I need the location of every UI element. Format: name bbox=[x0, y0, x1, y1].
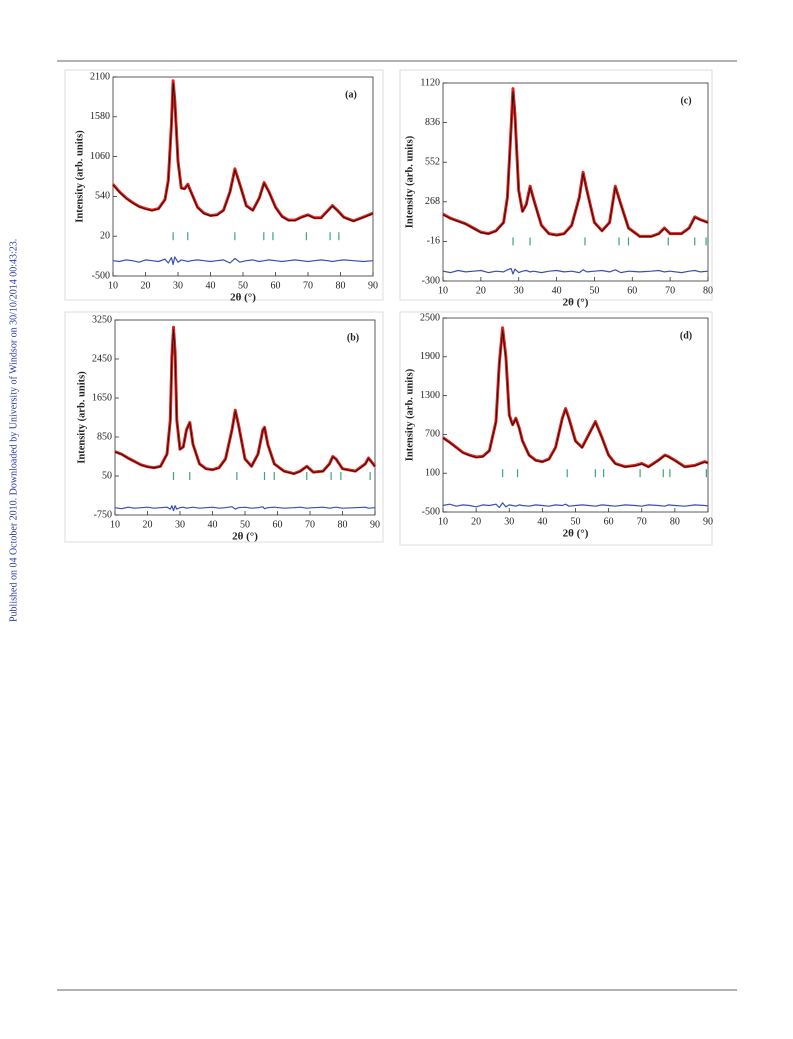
series-line bbox=[114, 328, 376, 475]
x-tick-label: 10 bbox=[108, 280, 118, 291]
x-tick-label: 30 bbox=[173, 280, 183, 291]
y-tick-label: 850 bbox=[97, 431, 112, 442]
panel bbox=[399, 311, 713, 546]
y-tick-label: 1650 bbox=[92, 392, 112, 403]
y-tick-label: 540 bbox=[95, 191, 110, 202]
x-tick-label: 90 bbox=[370, 519, 380, 530]
x-tick-label: 70 bbox=[305, 519, 315, 530]
panel-label: (b) bbox=[347, 332, 359, 343]
series-line bbox=[442, 267, 709, 275]
x-axis-label: 2θ (°) bbox=[230, 292, 256, 304]
panel bbox=[64, 311, 384, 543]
series-line bbox=[442, 502, 709, 509]
series-line bbox=[442, 329, 709, 468]
y-tick-label: 700 bbox=[425, 429, 440, 440]
y-axis-label: Intensity (arb. units) bbox=[404, 135, 415, 228]
x-tick-label: 20 bbox=[476, 285, 486, 296]
y-tick-label: 2100 bbox=[90, 71, 110, 82]
panel bbox=[399, 69, 713, 301]
download-note: Published on 04 October 2010. Downloaded… bbox=[8, 239, 19, 622]
y-tick-label: -750 bbox=[94, 509, 112, 520]
y-tick-label: -500 bbox=[92, 270, 110, 281]
y-tick-label: 1300 bbox=[420, 390, 440, 401]
x-tick-label: 30 bbox=[514, 285, 524, 296]
y-tick-label: 100 bbox=[425, 467, 440, 478]
x-tick-label: 70 bbox=[303, 280, 313, 291]
y-tick-label: 3250 bbox=[92, 314, 112, 325]
x-tick-label: 10 bbox=[438, 516, 448, 527]
y-axis-label: Intensity (arb. units) bbox=[74, 130, 85, 223]
x-tick-label: 40 bbox=[208, 519, 218, 530]
y-tick-label: 1060 bbox=[90, 151, 110, 162]
x-tick-label: 70 bbox=[637, 516, 647, 527]
x-tick-label: 30 bbox=[175, 519, 185, 530]
x-tick-label: 20 bbox=[141, 280, 151, 291]
y-tick-label: -500 bbox=[422, 506, 440, 517]
x-tick-label: 60 bbox=[627, 285, 637, 296]
x-tick-label: 10 bbox=[110, 519, 120, 530]
x-tick-label: 20 bbox=[143, 519, 153, 530]
y-tick-label: 268 bbox=[425, 196, 440, 207]
y-tick-label: 2450 bbox=[92, 353, 112, 364]
panel-label: (d) bbox=[680, 330, 692, 341]
x-tick-label: 90 bbox=[703, 516, 713, 527]
y-tick-label: 20 bbox=[100, 230, 110, 241]
y-tick-label: 1580 bbox=[90, 111, 110, 122]
x-axis-label: 2θ (°) bbox=[563, 297, 589, 309]
y-tick-label: 1120 bbox=[420, 77, 440, 88]
x-tick-label: 80 bbox=[338, 519, 348, 530]
x-tick-label: 50 bbox=[571, 516, 581, 527]
x-tick-label: 10 bbox=[438, 285, 448, 296]
x-tick-label: 80 bbox=[670, 516, 680, 527]
x-tick-label: 70 bbox=[665, 285, 675, 296]
y-tick-label: 2500 bbox=[420, 312, 440, 323]
x-tick-label: 60 bbox=[604, 516, 614, 527]
x-axis-label: 2θ (°) bbox=[232, 531, 258, 543]
x-tick-label: 40 bbox=[552, 285, 562, 296]
y-axis-label: Intensity (arb. units) bbox=[76, 371, 87, 464]
series-line bbox=[114, 505, 376, 512]
x-tick-label: 40 bbox=[537, 516, 547, 527]
x-tick-label: 90 bbox=[368, 280, 378, 291]
y-tick-label: 50 bbox=[102, 470, 112, 481]
x-tick-label: 60 bbox=[273, 519, 283, 530]
x-tick-label: 30 bbox=[504, 516, 514, 527]
y-tick-label: 836 bbox=[425, 117, 440, 128]
x-tick-label: 50 bbox=[589, 285, 599, 296]
y-tick-label: -300 bbox=[422, 275, 440, 286]
x-axis-label: 2θ (°) bbox=[563, 528, 589, 540]
x-tick-label: 60 bbox=[271, 280, 281, 291]
plot-frame bbox=[442, 82, 709, 282]
x-tick-label: 80 bbox=[703, 285, 713, 296]
x-tick-label: 80 bbox=[336, 280, 346, 291]
x-tick-label: 40 bbox=[206, 280, 216, 291]
x-tick-label: 20 bbox=[471, 516, 481, 527]
series-line bbox=[442, 90, 709, 238]
y-tick-label: 552 bbox=[425, 156, 440, 167]
y-axis-label: Intensity (arb. units) bbox=[404, 368, 415, 461]
panel-label: (a) bbox=[345, 89, 357, 100]
series-line bbox=[112, 256, 374, 266]
panel-label: (c) bbox=[680, 95, 691, 106]
x-tick-label: 50 bbox=[240, 519, 250, 530]
y-tick-label: -16 bbox=[427, 236, 440, 247]
x-tick-label: 50 bbox=[238, 280, 248, 291]
series-line bbox=[112, 82, 374, 222]
y-tick-label: 1900 bbox=[420, 351, 440, 362]
